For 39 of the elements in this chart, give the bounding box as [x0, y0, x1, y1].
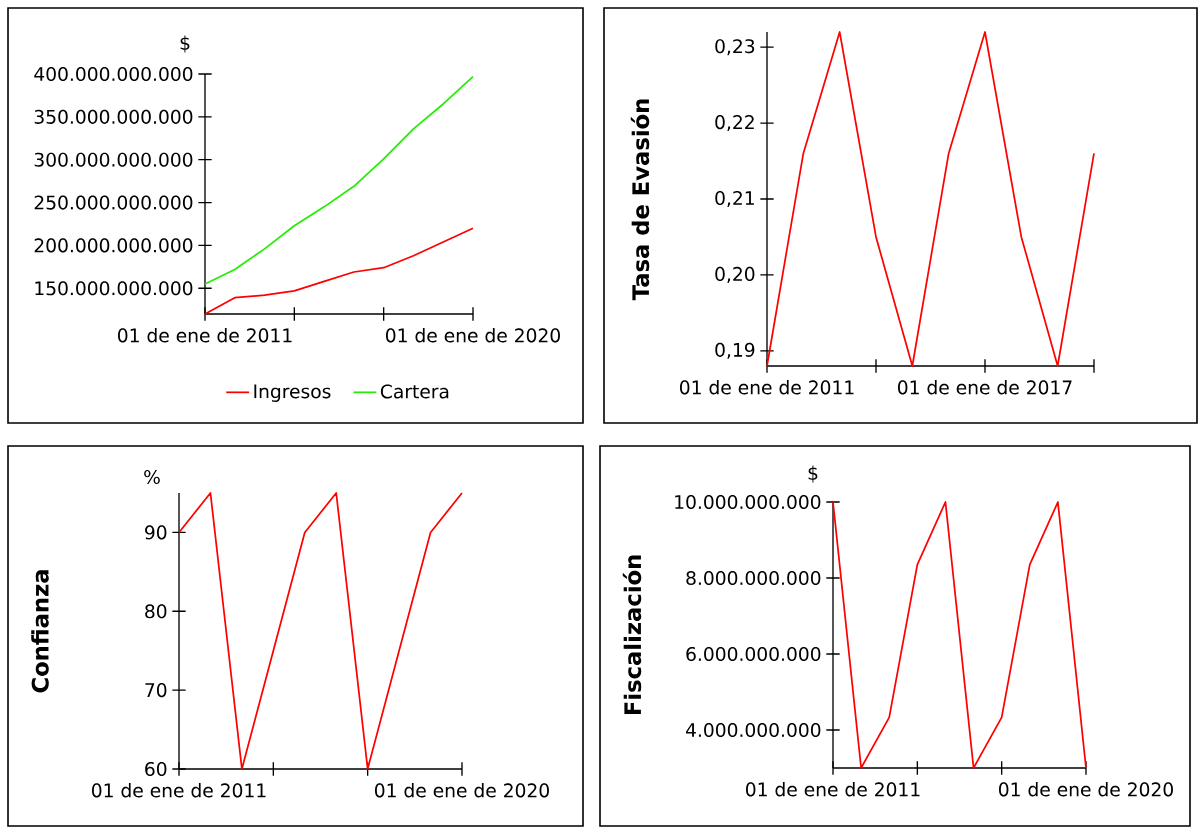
y-axis-title: Fiscalización: [622, 555, 642, 715]
x-tick-label: 01 de ene de 2017: [898, 380, 1072, 395]
y-tick-label: 350.000.000.000: [34, 109, 193, 124]
text: %: [144, 469, 160, 485]
y-axis-title: Confianza: [31, 570, 49, 693]
y-tick-label: 70: [145, 683, 167, 698]
y-tick-label: 400.000.000.000: [34, 66, 193, 82]
y-tick-label: 8.000.000.000: [686, 570, 821, 586]
y-tick-label: 10.000.000.000: [675, 494, 821, 510]
text: $: [808, 465, 818, 483]
x-tick-label: 01 de ene de 2020: [999, 782, 1173, 797]
y-tick-label: 0,19: [715, 342, 755, 359]
y-tick-label: 0,23: [715, 39, 755, 56]
line-series: [178, 492, 463, 770]
text: $: [180, 35, 190, 53]
legend-label: Ingresos: [254, 384, 331, 403]
x-tick-label: 01 de ene de 2011: [118, 328, 292, 343]
y-tick-label: 250.000.000.000: [34, 195, 193, 210]
x-tick-label: 01 de ene de 2020: [374, 783, 549, 798]
y-tick-label: 60: [145, 761, 167, 777]
legend-label: Cartera: [380, 384, 449, 399]
x-tick-label: 01 de ene de 2011: [746, 782, 920, 797]
y-tick-label: 0,20: [715, 266, 755, 283]
y-tick-label: 90: [145, 525, 167, 540]
line-series: [766, 31, 1095, 367]
line-series: [832, 501, 1087, 769]
x-tick-label: 01 de ene de 2011: [92, 783, 266, 798]
y-axis-title: Tasa de Evasión: [630, 99, 650, 301]
x-tick-label: 01 de ene de 2011: [680, 380, 854, 395]
y-tick-label: 200.000.000.000: [34, 238, 193, 253]
y-tick-label: 150.000.000.000: [35, 281, 193, 296]
y-tick-label: 6.000.000.000: [686, 646, 821, 662]
y-tick-label: 300.000.000.000: [34, 152, 193, 167]
y-tick-label: 4.000.000.000: [685, 722, 821, 738]
y-tick-label: 0,22: [715, 115, 754, 132]
line-series: [204, 75, 474, 285]
y-tick-label: 0,21: [715, 190, 754, 208]
x-tick-label: 01 de ene de 2020: [386, 328, 560, 343]
y-tick-label: 80: [145, 604, 167, 619]
